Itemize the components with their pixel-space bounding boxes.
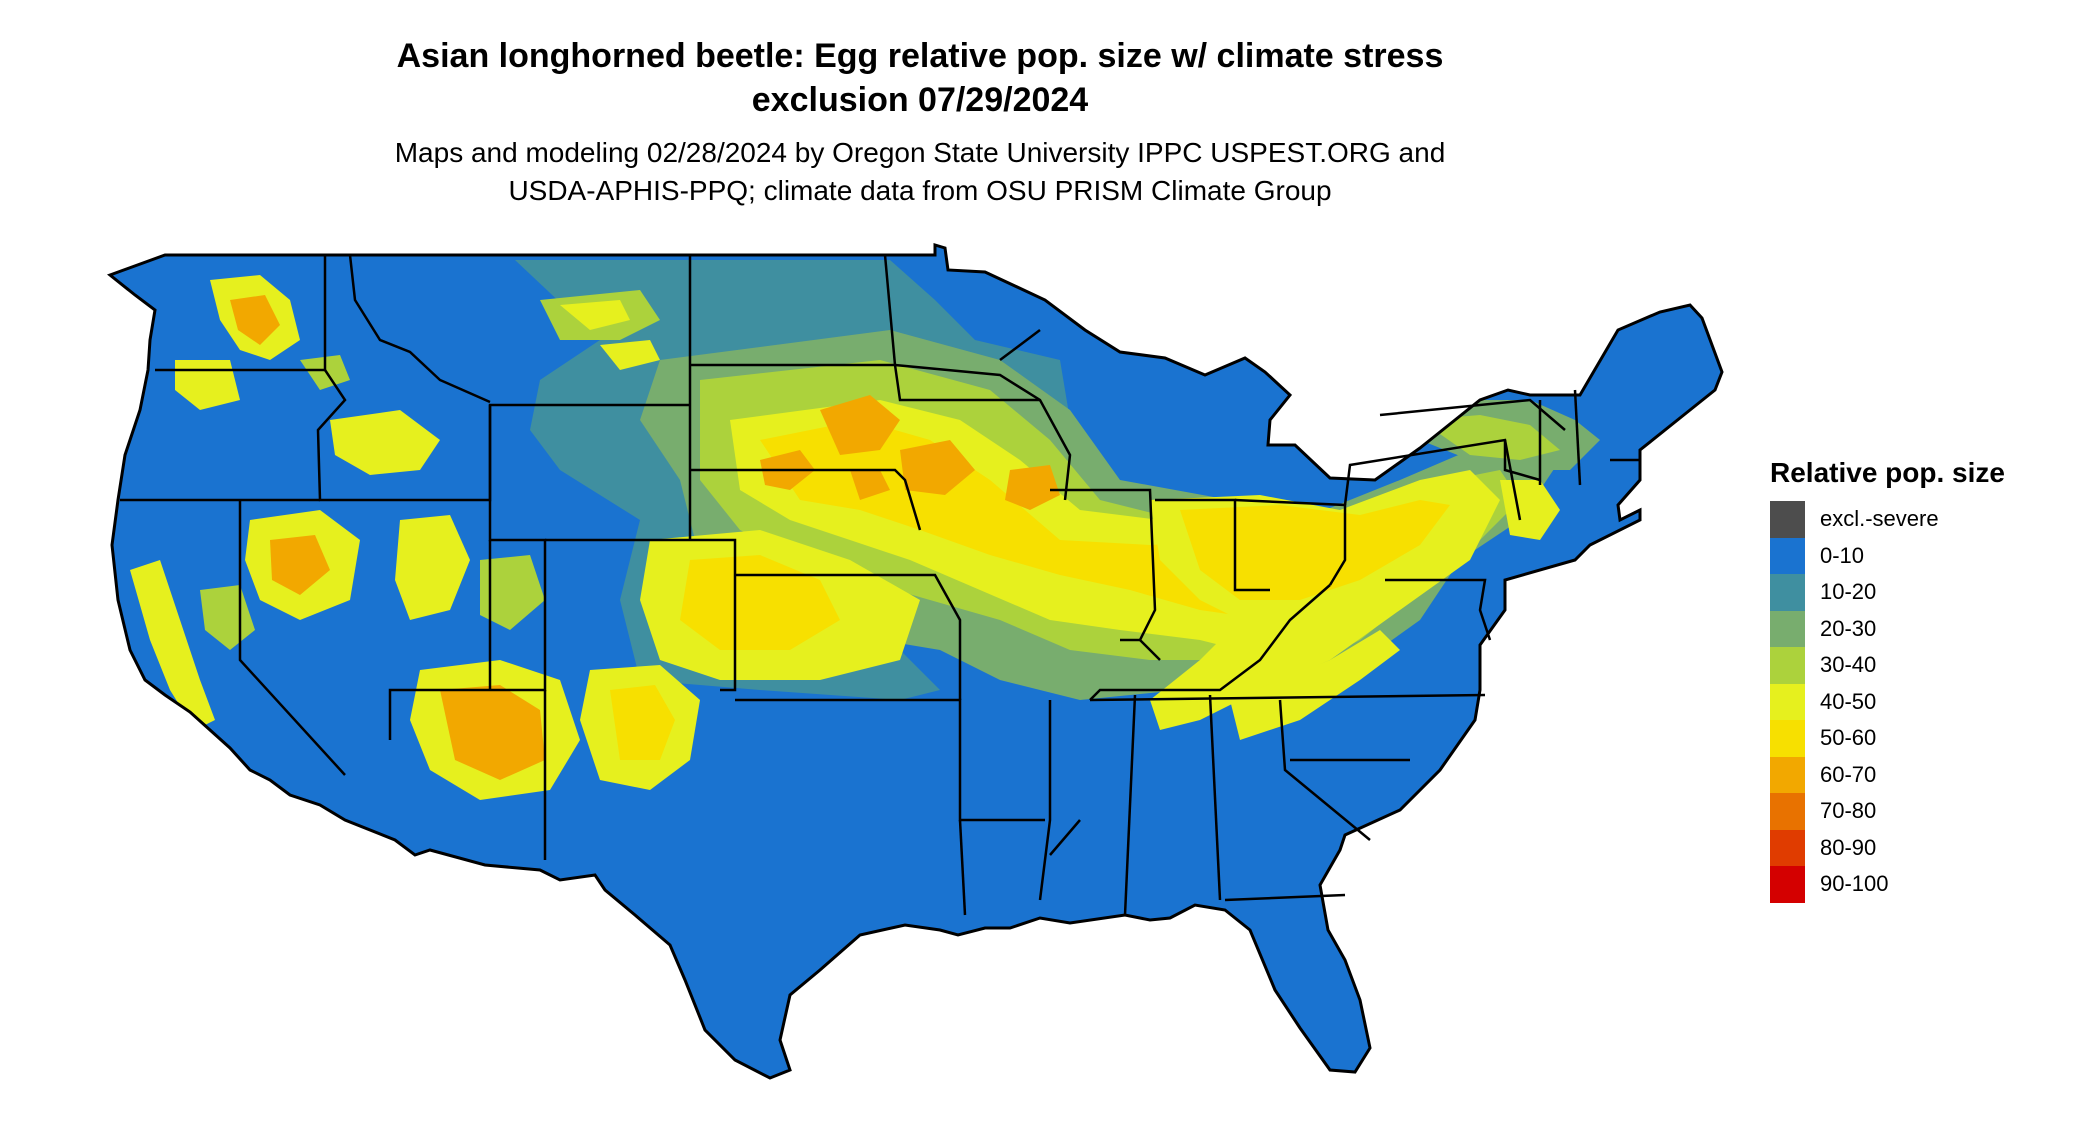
- legend-item: 20-30: [1770, 610, 2005, 647]
- legend-items: excl.-severe 0-10 10-20 20-30 30-40 40-50 50-6…: [1770, 501, 2005, 903]
- legend-item: 80-90: [1770, 829, 2005, 866]
- legend-swatch: [1770, 720, 1805, 757]
- subtitle-line-1: Maps and modeling 02/28/2024 by Oregon S…: [394, 137, 1446, 168]
- title-line-2: exclusion 07/29/2024: [751, 81, 1089, 119]
- legend: Relative pop. size excl.-severe 0-10 10-20…: [1770, 455, 2005, 903]
- legend-swatch: [1770, 793, 1805, 830]
- legend-label: 40-50: [1820, 688, 1877, 714]
- legend-swatch: [1770, 683, 1805, 720]
- state-borders: [120, 254, 1640, 916]
- legend-swatch: [1770, 610, 1805, 647]
- legend-label: 70-80: [1820, 798, 1877, 824]
- legend-item: 60-70: [1770, 756, 2005, 793]
- legend-item: 0-10: [1770, 537, 2005, 574]
- legend-title: Relative pop. size: [1770, 457, 2005, 488]
- title-line-1: Asian longhorned beetle: Egg relative po…: [396, 37, 1444, 75]
- legend-item: 30-40: [1770, 647, 2005, 684]
- legend-label: 90-100: [1820, 871, 1889, 897]
- legend-item: 40-50: [1770, 683, 2005, 720]
- legend-swatch: [1770, 647, 1805, 684]
- legend-label: 80-90: [1820, 834, 1877, 860]
- legend-label: excl.-severe: [1820, 506, 1939, 532]
- legend-label: 10-20: [1820, 579, 1877, 605]
- map-title: Asian longhorned beetle: Egg relative po…: [0, 34, 1840, 122]
- legend-item: 50-60: [1770, 720, 2005, 757]
- legend-label: 0-10: [1820, 542, 1865, 568]
- legend-item: 70-80: [1770, 793, 2005, 830]
- legend-swatch: [1770, 866, 1805, 903]
- legend-swatch: [1770, 756, 1805, 793]
- legend-item: 10-20: [1770, 574, 2005, 611]
- legend-swatch: [1770, 501, 1805, 538]
- subtitle-line-2: USDA-APHIS-PPQ; climate data from OSU PR…: [508, 175, 1332, 206]
- legend-label: 60-70: [1820, 761, 1877, 787]
- legend-label: 20-30: [1820, 615, 1877, 641]
- legend-item: excl.-severe: [1770, 501, 2005, 538]
- legend-swatch: [1770, 574, 1805, 611]
- suitability-overlay: [130, 260, 1600, 800]
- map-subtitle: Maps and modeling 02/28/2024 by Oregon S…: [0, 134, 1840, 210]
- legend-label: 50-60: [1820, 725, 1877, 751]
- legend-swatch: [1770, 829, 1805, 866]
- legend-item: 90-100: [1770, 866, 2005, 903]
- legend-swatch: [1770, 537, 1805, 574]
- legend-label: 30-40: [1820, 652, 1877, 678]
